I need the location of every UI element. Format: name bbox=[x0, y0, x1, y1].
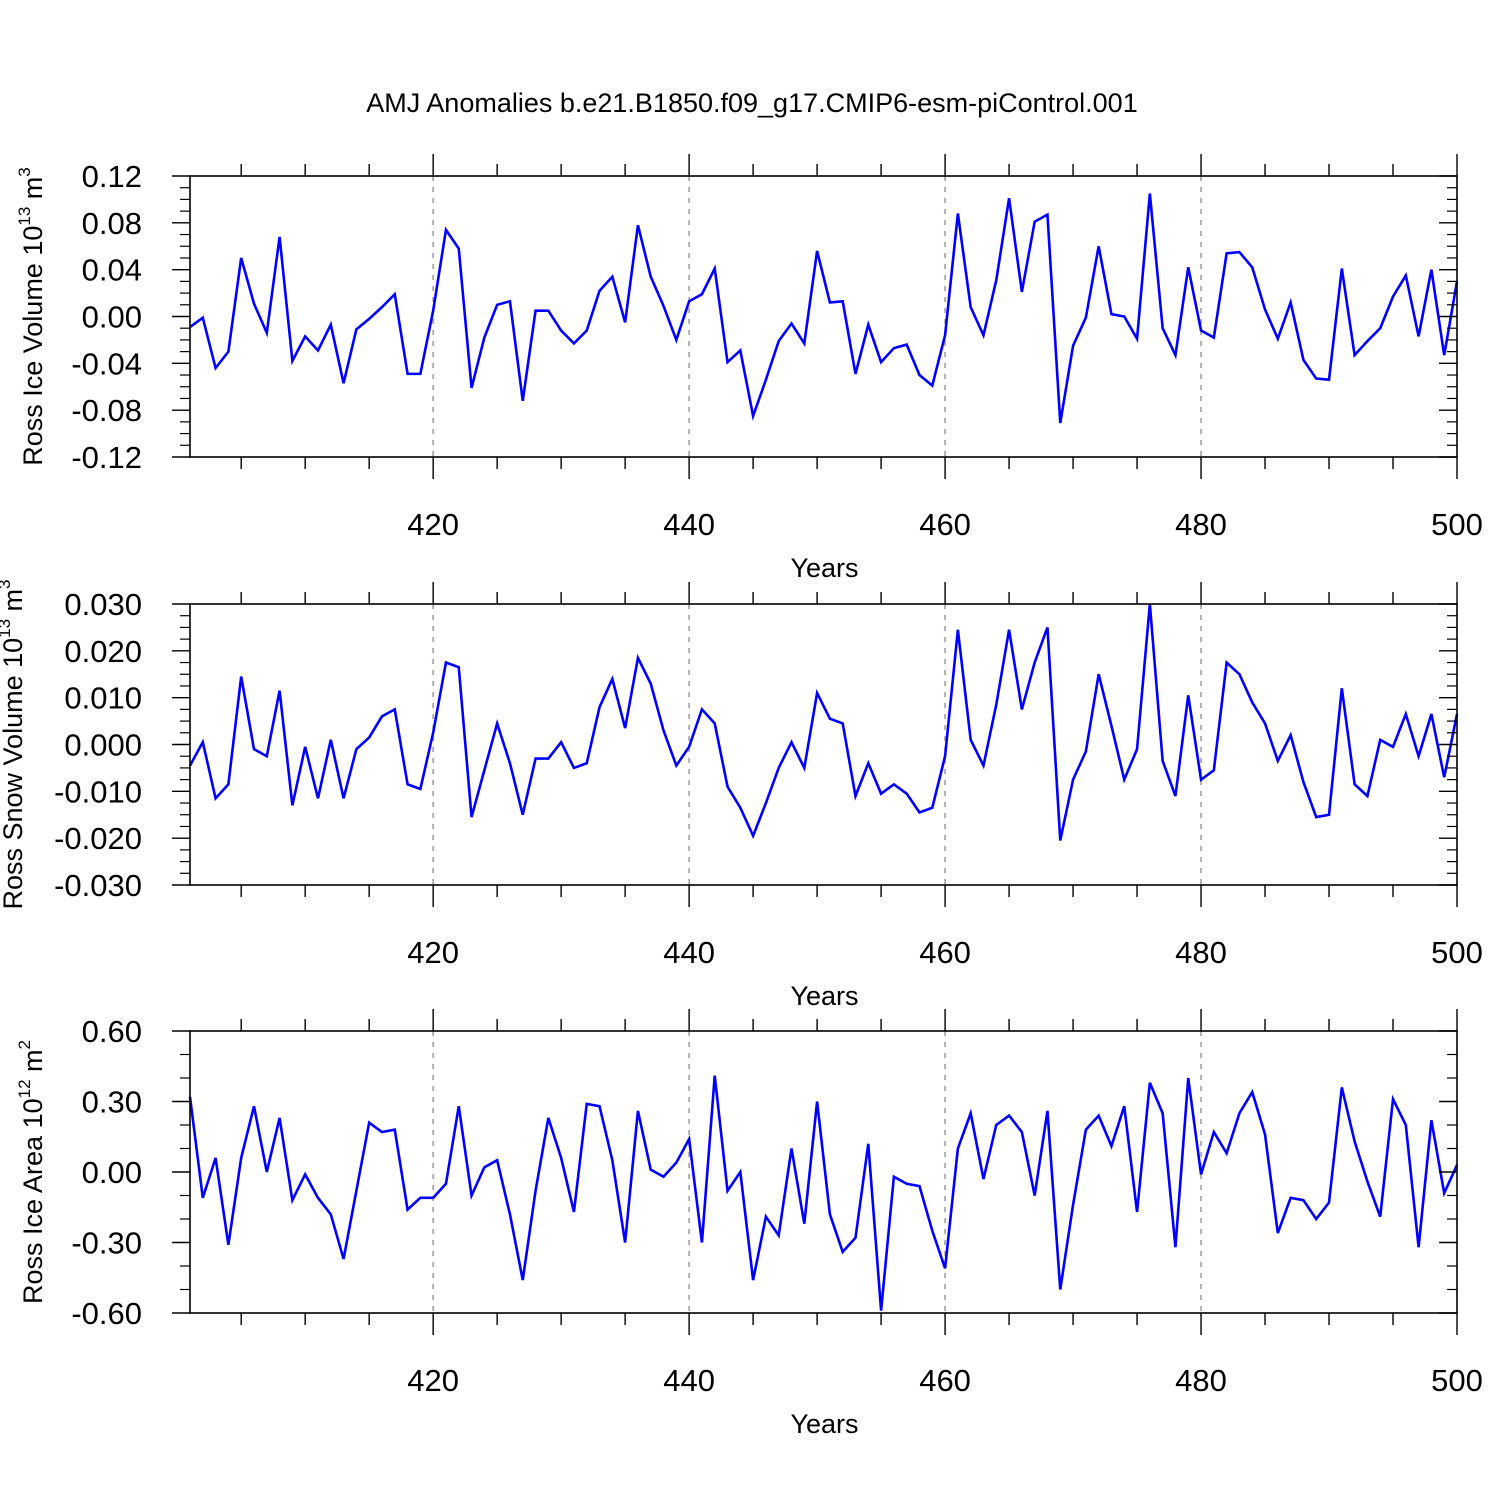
y-tick-label: -0.12 bbox=[71, 440, 142, 475]
x-axis-title: Years bbox=[790, 981, 858, 1011]
x-tick-label: 460 bbox=[919, 1363, 971, 1398]
x-axis-title: Years bbox=[790, 553, 858, 583]
x-tick-label: 480 bbox=[1175, 935, 1227, 970]
y-axis-title-superscript: 13 bbox=[0, 619, 14, 638]
series-line-ice-area bbox=[188, 1075, 1459, 1311]
y-tick-label: 0.020 bbox=[64, 634, 142, 669]
x-tick-label: 440 bbox=[663, 1363, 715, 1398]
y-tick-label: 0.30 bbox=[82, 1085, 142, 1120]
y-axis-title-part: m bbox=[0, 589, 28, 619]
y-tick-label: -0.60 bbox=[71, 1296, 142, 1331]
y-tick-label: 0.00 bbox=[82, 1155, 142, 1190]
figure-title: AMJ Anomalies b.e21.B1850.f09_g17.CMIP6-… bbox=[366, 88, 1137, 118]
y-axis-title-superscript: 2 bbox=[15, 1040, 34, 1049]
y-tick-label: -0.30 bbox=[71, 1226, 142, 1261]
y-tick-label: 0.60 bbox=[82, 1014, 142, 1049]
x-tick-label: 480 bbox=[1175, 1363, 1227, 1398]
x-tick-label: 500 bbox=[1431, 507, 1483, 542]
y-tick-label: 0.12 bbox=[82, 159, 142, 194]
panel-ice-volume: -0.12 -0.08 -0.04 0.00 0.04 0.08 0.12 420 440 460… bbox=[15, 154, 1483, 583]
x-tick-label: 460 bbox=[919, 935, 971, 970]
y-axis-title-superscript: 3 bbox=[0, 579, 14, 588]
y-axis-title-part: Ross Ice Area 10 bbox=[18, 1098, 48, 1304]
y-axis-title: Ross Ice Volume 1013 m3 bbox=[15, 167, 48, 466]
series-line-ice-volume bbox=[189, 193, 1459, 424]
y-axis-title-superscript: 3 bbox=[15, 167, 34, 176]
y-axis-title: Ross Ice Area 1012 m2 bbox=[15, 1040, 48, 1304]
panel-ice-area: -0.60 -0.30 0.00 0.30 0.60 420 440 460 480 500 Yea… bbox=[15, 1009, 1483, 1439]
y-tick-label: -0.04 bbox=[71, 346, 142, 381]
y-tick-label: -0.08 bbox=[71, 393, 142, 428]
y-tick-label: 0.04 bbox=[82, 253, 142, 288]
x-tick-label: 480 bbox=[1175, 507, 1227, 542]
x-axis-title: Years bbox=[790, 1409, 858, 1439]
x-tick-label: 500 bbox=[1431, 935, 1483, 970]
x-tick-label: 420 bbox=[407, 507, 459, 542]
y-axis-title-superscript: 13 bbox=[15, 207, 34, 226]
y-tick-label: 0.010 bbox=[64, 681, 142, 716]
panel-snow-volume: -0.030 -0.020 -0.010 0.000 0.010 0.020 0.030 42… bbox=[0, 579, 1483, 1011]
series-line-snow-volume bbox=[188, 603, 1459, 841]
y-axis-title: Ross Snow Volume 1013 m3 bbox=[0, 579, 28, 909]
y-axis-title-part: Ross Snow Volume 10 bbox=[0, 638, 28, 910]
y-tick-label: 0.00 bbox=[82, 300, 142, 335]
y-axis-title-part: m bbox=[18, 1049, 48, 1079]
x-tick-label: 420 bbox=[407, 1363, 459, 1398]
plot-frame bbox=[189, 1030, 1458, 1314]
x-tick-label: 500 bbox=[1431, 1363, 1483, 1398]
y-tick-label: -0.010 bbox=[54, 774, 142, 809]
y-tick-label: 0.08 bbox=[82, 206, 142, 241]
plot-frame bbox=[189, 603, 1458, 886]
y-tick-label: 0.000 bbox=[64, 728, 142, 763]
y-tick-label: -0.030 bbox=[54, 868, 142, 903]
x-tick-label: 460 bbox=[919, 507, 971, 542]
y-tick-label: 0.030 bbox=[64, 587, 142, 622]
y-axis-title-part: Ross Ice Volume 10 bbox=[18, 226, 48, 466]
y-tick-label: -0.020 bbox=[54, 821, 142, 856]
x-tick-label: 420 bbox=[407, 935, 459, 970]
y-axis-title-part: m bbox=[18, 177, 48, 207]
y-axis-title-superscript: 12 bbox=[15, 1079, 34, 1098]
x-tick-label: 440 bbox=[663, 507, 715, 542]
x-tick-label: 440 bbox=[663, 935, 715, 970]
